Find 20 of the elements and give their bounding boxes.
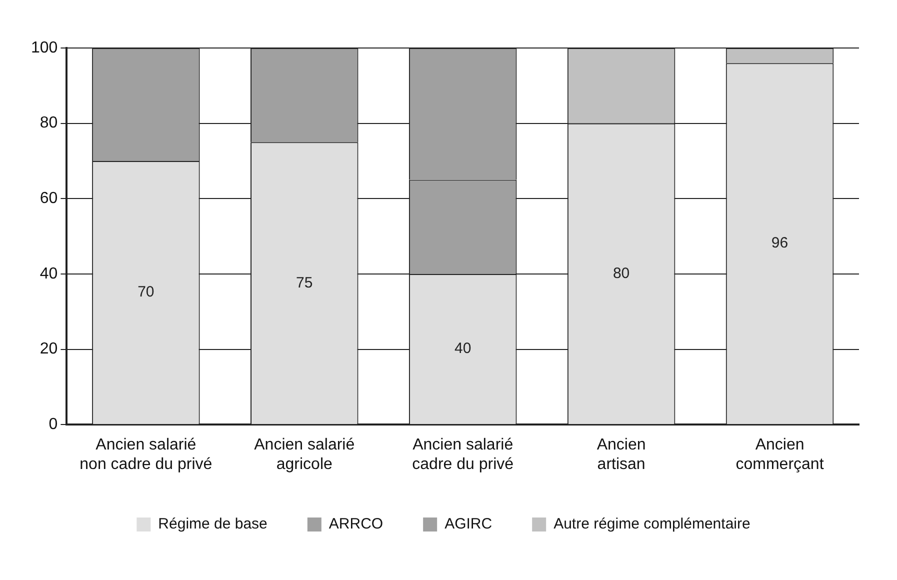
x-tick-label: Ancien commerçant	[736, 436, 824, 473]
y-tick-label: 80	[40, 114, 58, 132]
legend-label: Régime de base	[158, 516, 268, 533]
data-label: 70	[138, 284, 154, 301]
y-tick-label: 100	[30, 39, 58, 56]
x-tick-label: Ancien salarié agricole	[254, 436, 355, 473]
data-label: 80	[612, 264, 630, 282]
x-tick-label: Ancien salarié cadre du privé	[412, 436, 514, 473]
data-label: 75	[296, 274, 313, 292]
x-tick-label: Ancien salarié non cadre du privé	[80, 436, 212, 473]
x-tick-label: Ancien artisan	[596, 436, 646, 473]
data-label: 96	[771, 234, 788, 252]
legend-label: ARRCO	[328, 516, 384, 533]
y-tick-label: 60	[40, 190, 58, 208]
legend-label: Autre régime complémentaire	[554, 516, 750, 533]
legend-label: AGIRC	[444, 516, 492, 533]
y-tick-label: 40	[40, 265, 58, 282]
data-label: 40	[454, 340, 472, 358]
y-tick-label: 0	[48, 416, 58, 434]
y-tick-label: 20	[40, 340, 58, 358]
